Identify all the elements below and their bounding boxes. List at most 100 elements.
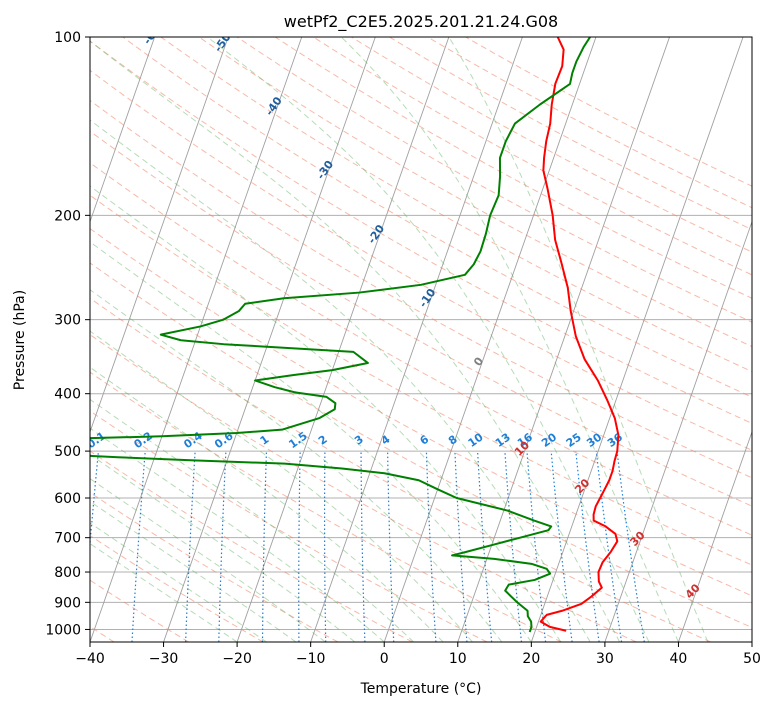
- moist-adiabat: [90, 330, 473, 642]
- mixing-ratio-label: 13: [493, 431, 513, 450]
- y-tick-label: 100: [54, 30, 81, 46]
- dry-adiabat: [90, 40, 752, 424]
- mixing-ratio-label: 0.2: [131, 429, 154, 451]
- moist-adiabat: [90, 119, 591, 642]
- moist-adiabat: [90, 40, 621, 642]
- mixing-ratio-label: 8: [446, 433, 460, 448]
- isotherm-line: [457, 37, 670, 642]
- moist-adiabat: [90, 241, 532, 642]
- x-tick-label: −10: [296, 651, 326, 667]
- x-tick-label: −20: [222, 651, 252, 667]
- isotherm-line: [90, 37, 229, 434]
- x-tick-label: −40: [75, 651, 105, 667]
- isotherm-line: [383, 37, 597, 642]
- dry-adiabat: [90, 194, 752, 566]
- moist-adiabat: [340, 37, 679, 642]
- dry-adiabat: [90, 130, 752, 507]
- x-tick-label: 30: [596, 651, 614, 667]
- isotherm-line: [751, 640, 752, 642]
- mixing-ratio-label: 3: [352, 433, 366, 448]
- mixing-ratio-label: 30: [584, 430, 604, 450]
- moist-adiabat: [90, 398, 414, 642]
- x-axis-label: Temperature (°C): [360, 681, 482, 697]
- mixing-ratio-line: [298, 451, 301, 642]
- isotherm-line: [90, 37, 156, 224]
- mixing-ratio-label: 36: [605, 430, 625, 450]
- dry-adiabat: [90, 228, 752, 597]
- dry-adiabat: [90, 534, 264, 642]
- mixing-ratio-line: [454, 451, 468, 642]
- dewpoint-profile-line: [90, 37, 591, 633]
- dry-adiabat: [90, 334, 637, 642]
- moist-adiabat: [90, 478, 326, 642]
- moist-adiabat: [448, 37, 709, 642]
- isotherm-line: [90, 37, 303, 642]
- mixing-ratio-label: 10: [466, 430, 486, 450]
- mixing-ratio-line: [526, 451, 547, 642]
- dry-adiabat: [160, 37, 752, 373]
- y-tick-label: 1000: [45, 622, 81, 638]
- dry-adiabat: [90, 162, 752, 536]
- x-tick-label: −30: [149, 651, 179, 667]
- temperature-profile-line: [539, 37, 620, 632]
- mixing-ratio-label: 0.1: [85, 429, 108, 451]
- y-tick-label: 600: [54, 491, 81, 507]
- y-tick-label: 400: [54, 387, 81, 403]
- y-tick-label: 200: [54, 208, 81, 224]
- isotherm-label: -80: [0, 23, 16, 47]
- isotherm-line: [678, 430, 752, 642]
- dry-adiabat: [236, 37, 752, 323]
- plot-clip-group: 0.10.20.40.611.52346810131620253036-100-…: [0, 23, 752, 642]
- isotherm-label: -10: [416, 286, 438, 310]
- y-axis-label: Pressure (hPa): [12, 290, 28, 390]
- moist-adiabat: [90, 289, 503, 642]
- isotherm-line: [604, 220, 752, 642]
- mixing-ratio-label: 25: [564, 431, 584, 450]
- dry-adiabat: [90, 450, 413, 642]
- mixing-ratio-line: [90, 451, 100, 551]
- moist-adiabat: [90, 453, 356, 642]
- x-tick-label: 40: [670, 651, 688, 667]
- dry-adiabat: [90, 69, 752, 451]
- isotherm-label: -30: [314, 158, 336, 182]
- mixing-ratio-line: [616, 451, 645, 642]
- mixing-ratio-line: [550, 451, 573, 642]
- x-tick-label: 20: [522, 651, 540, 667]
- y-tick-label: 700: [54, 531, 81, 547]
- isotherm-line: [236, 37, 450, 642]
- dry-adiabat: [90, 371, 562, 642]
- dry-adiabat: [90, 262, 752, 629]
- mixing-ratio-line: [387, 451, 395, 642]
- mixing-ratio-line: [575, 451, 600, 642]
- dry-adiabat: [198, 37, 752, 348]
- mixing-ratio-label: 6: [418, 433, 432, 448]
- mixing-ratio-label: 2: [316, 433, 330, 448]
- moist-adiabat: [90, 185, 562, 642]
- moist-adiabat: [90, 500, 297, 642]
- dry-adiabat: [90, 579, 189, 642]
- dry-adiabat: [351, 37, 752, 253]
- isotherm-line: [0, 37, 8, 642]
- mixing-ratio-line: [476, 451, 493, 642]
- moist-adiabat: [90, 366, 444, 642]
- dry-adiabat: [313, 37, 752, 276]
- dry-adiabat: [389, 37, 752, 231]
- y-tick-label: 300: [54, 313, 81, 329]
- x-tick-label: 10: [449, 651, 467, 667]
- dry-adiabat: [465, 37, 752, 187]
- chart-title: wetPf2_C2E5.2025.201.21.24.G08: [284, 12, 558, 32]
- isotherm-label: -60: [141, 23, 163, 47]
- mixing-ratio-label: 1.5: [286, 429, 309, 451]
- mixing-ratio-line: [504, 451, 523, 642]
- isotherm-line: [163, 37, 376, 642]
- moist-adiabat: [206, 37, 650, 642]
- mixing-ratio-label: 0.4: [181, 429, 205, 451]
- dry-adiabat: [427, 37, 752, 209]
- y-tick-label: 500: [54, 444, 81, 460]
- isotherm-label: -50: [212, 30, 234, 54]
- isotherm-line: [530, 37, 744, 642]
- plot-area: 0.10.20.40.611.52346810131620253036-100-…: [0, 23, 752, 642]
- dry-adiabat-label: 20: [572, 476, 592, 496]
- mixing-ratio-label: 1: [258, 433, 272, 448]
